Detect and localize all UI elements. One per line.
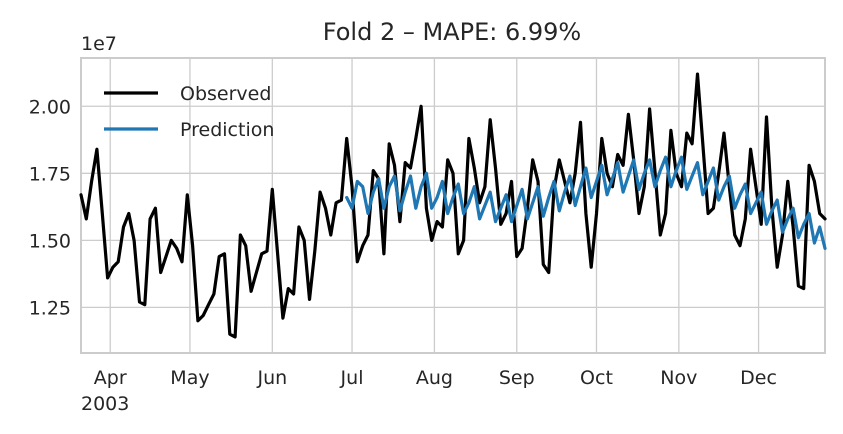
y-tick-label: 1.50 (29, 230, 71, 252)
x-tick-label: Oct (580, 367, 613, 389)
x-year-label: 2003 (81, 393, 129, 415)
y-tick-label: 1.75 (29, 163, 71, 185)
x-tick-label: Apr (94, 367, 127, 389)
y-tick-label: 1.25 (29, 297, 71, 319)
x-tick-label: Aug (416, 367, 453, 389)
legend-label-observed: Observed (180, 83, 271, 105)
x-tick-label: Jun (256, 367, 287, 389)
y-axis: 1.25 1.50 1.75 2.00 (29, 96, 71, 319)
legend-label-prediction: Prediction (180, 119, 274, 141)
series (79, 72, 827, 339)
x-axis: Apr May Jun Jul Aug Sep Oct Nov Dec (94, 367, 777, 389)
x-tick-label: Nov (660, 367, 697, 389)
x-tick-label: May (170, 367, 209, 389)
y-offset-label: 1e7 (81, 33, 117, 55)
x-tick-label: Sep (499, 367, 535, 389)
x-tick-label: Jul (340, 367, 364, 389)
series-line-observed (79, 72, 827, 339)
plot-frame (80, 57, 826, 354)
chart-title: Fold 2 – MAPE: 6.99% (323, 18, 581, 46)
legend: Observed Prediction (104, 83, 274, 141)
series-line-prediction (345, 155, 827, 250)
x-tick-label: Dec (740, 367, 777, 389)
y-tick-label: 2.00 (29, 96, 71, 118)
